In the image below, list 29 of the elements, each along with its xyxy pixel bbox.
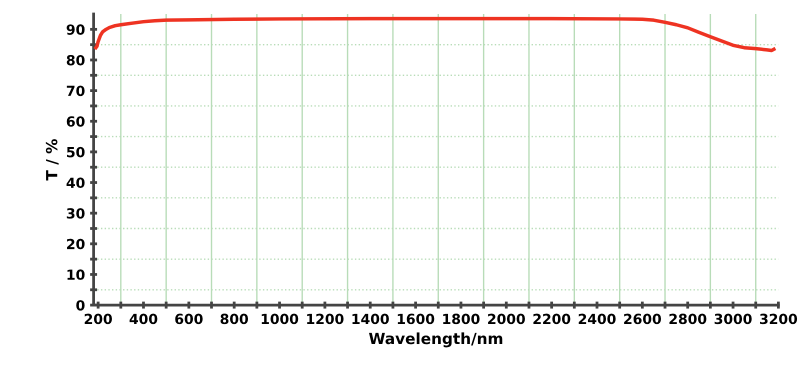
x-tick-label: 1600 (398, 314, 434, 324)
x-tick-label: 2000 (488, 314, 525, 324)
y-tick-label: 30 (66, 208, 85, 219)
x-tick-label: 3000 (714, 314, 752, 324)
y-tick-label: 70 (66, 86, 85, 96)
y-tick-label: 50 (67, 146, 85, 158)
x-tick-label: 3200 (760, 314, 798, 324)
line-series (94, 16, 776, 52)
x-tick-label: 2800 (669, 314, 706, 324)
y-tick-label: 80 (66, 54, 85, 66)
y-tick-label: 20 (67, 238, 85, 250)
x-tick-label: 2200 (533, 314, 570, 324)
x-tick-label: 1000 (262, 314, 298, 324)
x-tick-label: 200 (84, 314, 112, 324)
x-axis-title: Wavelength/nm (369, 332, 502, 348)
x-tick-label: 1200 (307, 314, 344, 324)
y-tick-label: 40 (66, 178, 85, 188)
x-tick-label: 800 (220, 314, 248, 324)
x-tick-label: 1800 (443, 314, 480, 324)
x-tick-label: 1400 (352, 314, 389, 324)
y-tick-label: 90 (66, 24, 85, 35)
x-tick-label: 2400 (578, 314, 616, 324)
x-tick-label: 600 (175, 314, 203, 324)
y-axis-title: T / % (46, 139, 59, 180)
y-tick-label: 10 (68, 269, 85, 280)
x-tick-label: 400 (130, 314, 158, 324)
y-tick-label: 60 (66, 116, 85, 127)
y-tick-label: 0 (76, 300, 85, 311)
x-tick-label: 2600 (624, 314, 662, 324)
